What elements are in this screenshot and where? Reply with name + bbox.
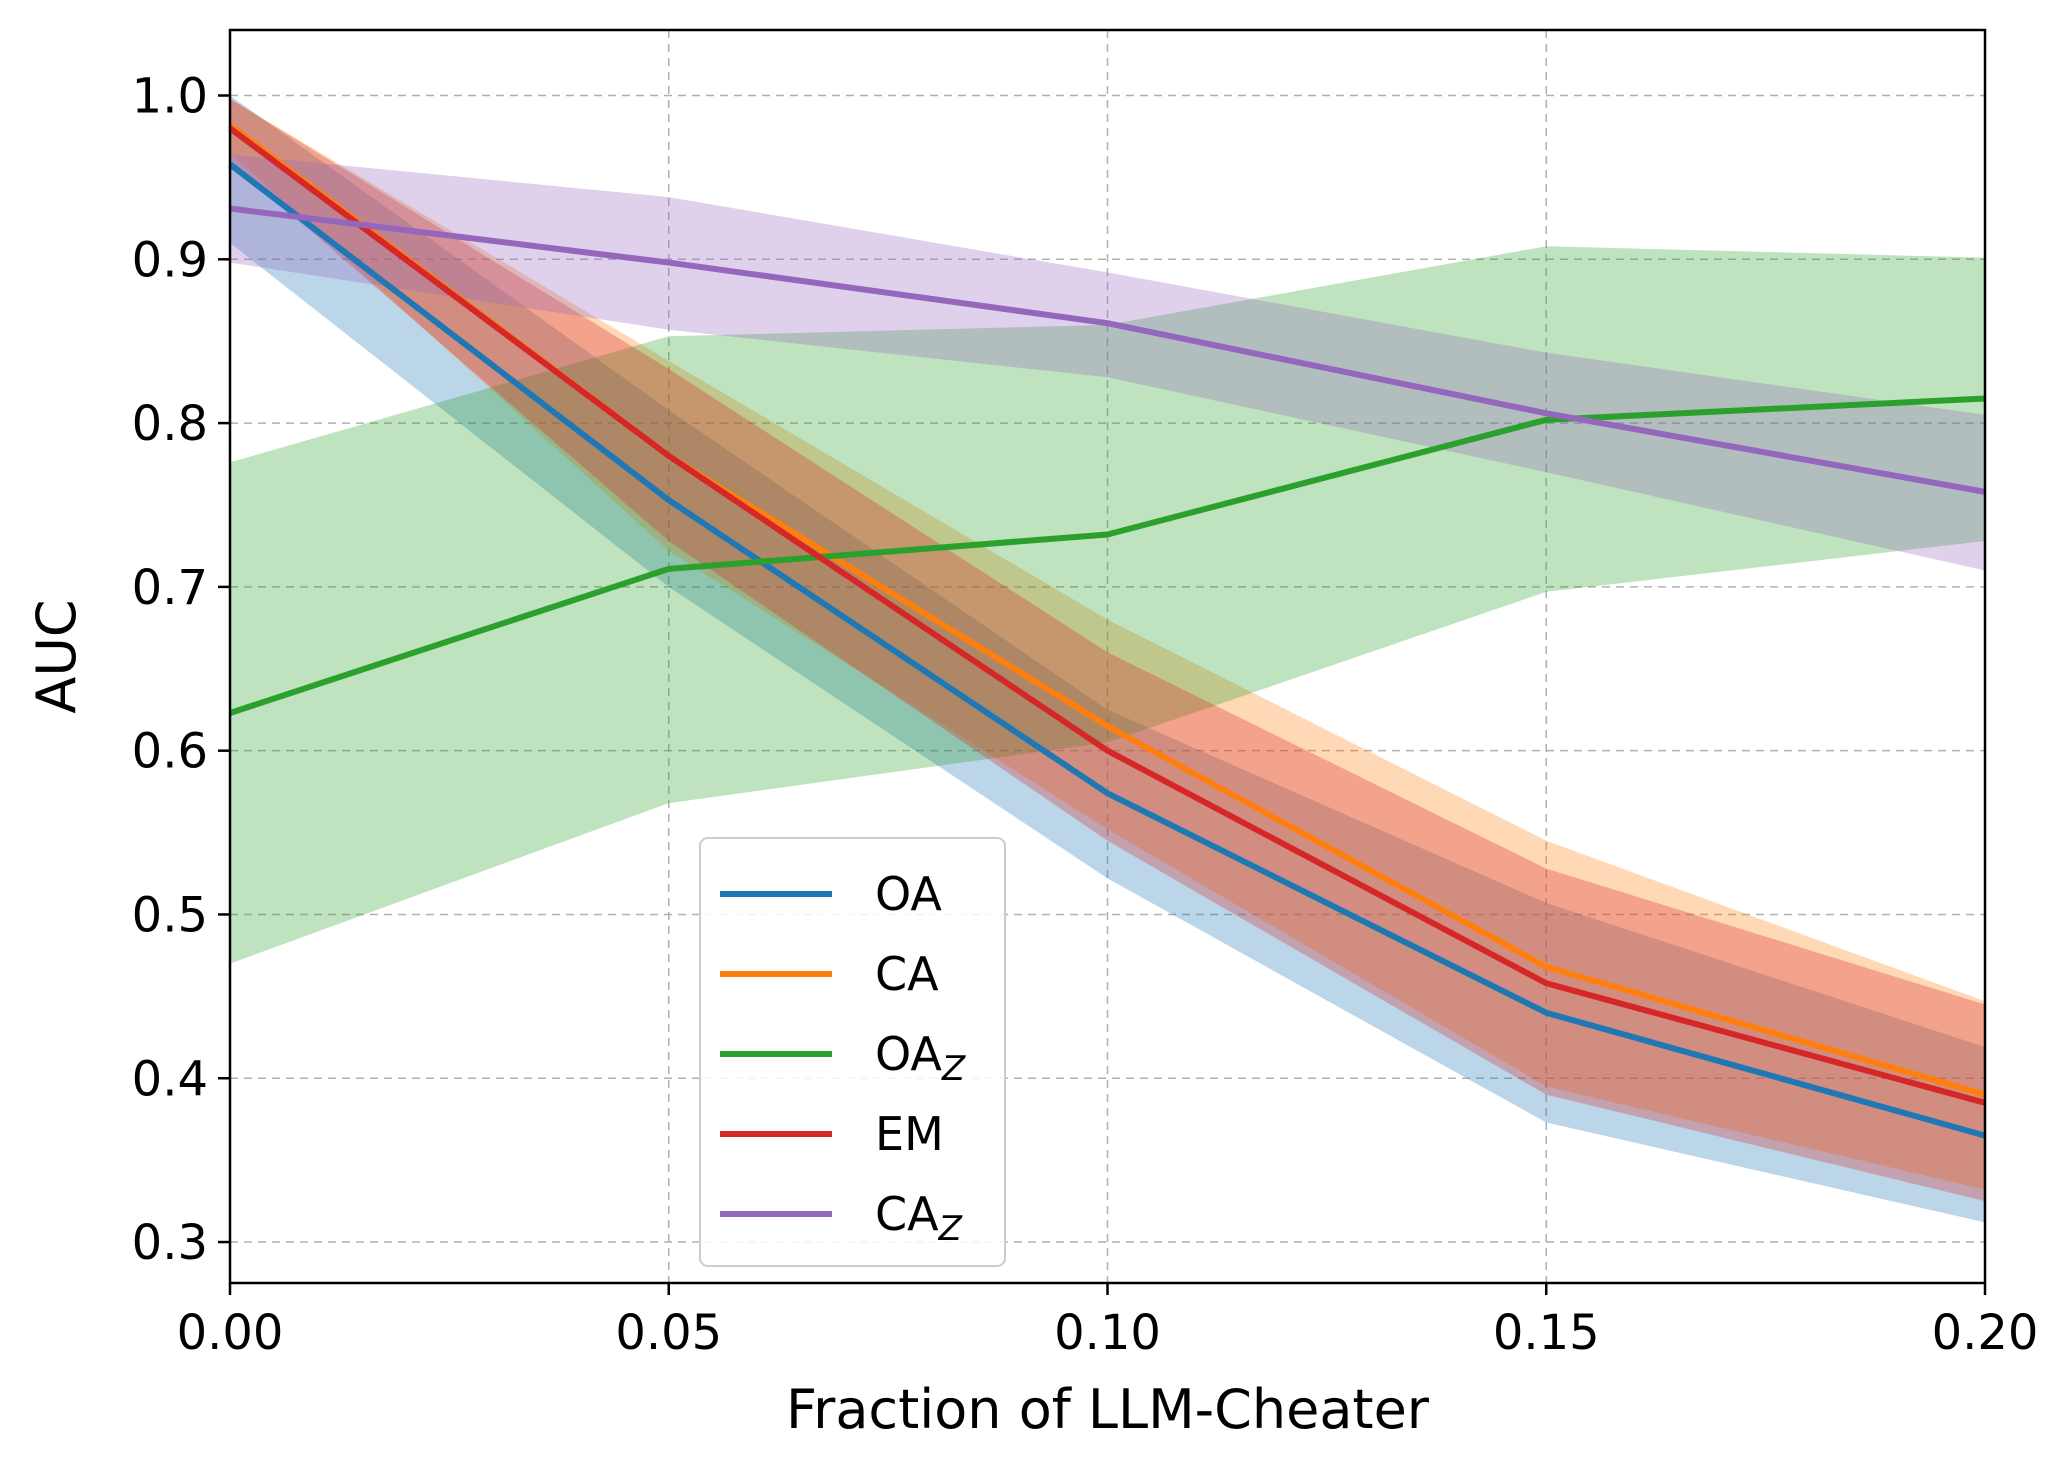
- y-tick-label: 0.4: [132, 1051, 208, 1107]
- y-tick-label: 0.7: [132, 560, 208, 616]
- legend-label-em: EM: [875, 1107, 944, 1161]
- y-tick-label: 0.3: [132, 1215, 208, 1271]
- y-tick-label: 0.9: [132, 232, 208, 288]
- line-ca-z: [229, 205, 1986, 495]
- y-tick-label: 0.8: [132, 396, 208, 452]
- band-ca-z: [230, 154, 1985, 571]
- x-tick-label: 0.10: [1054, 1305, 1161, 1361]
- legend-box: [699, 837, 1006, 1267]
- axis-ticks: 0.00 0.05 0.10 0.15 0.20 0.3 0.4 0.5 0.6 0.7 0.8 0.…: [132, 69, 2039, 1361]
- y-tick-label: 0.6: [132, 724, 208, 780]
- legend-label-ca: CA: [875, 947, 939, 1001]
- x-tick-label: 0.05: [615, 1305, 722, 1361]
- line-oa: [228, 161, 1986, 1139]
- band-em: [230, 98, 1985, 1202]
- x-tick-label: 0.00: [177, 1305, 284, 1361]
- y-tick-label: 0.5: [132, 887, 208, 943]
- legend-label-oa: OA: [875, 867, 942, 921]
- band-oa-z: [230, 246, 1985, 964]
- confidence-bands: [230, 95, 1985, 1223]
- band-ca: [230, 98, 1985, 1190]
- x-axis-title: Fraction of LLM-Cheater: [786, 1378, 1430, 1441]
- x-tick-label: 0.20: [1932, 1305, 2039, 1361]
- line-em: [228, 125, 1986, 1106]
- line-oa-z: [229, 395, 1986, 716]
- grid-lines: [229, 30, 1986, 1283]
- y-axis-title: AUC: [25, 599, 88, 713]
- band-oa: [230, 95, 1985, 1223]
- y-tick-label: 1.0: [132, 69, 208, 125]
- series-lines: [228, 122, 1986, 1139]
- x-tick-label: 0.15: [1493, 1305, 1600, 1361]
